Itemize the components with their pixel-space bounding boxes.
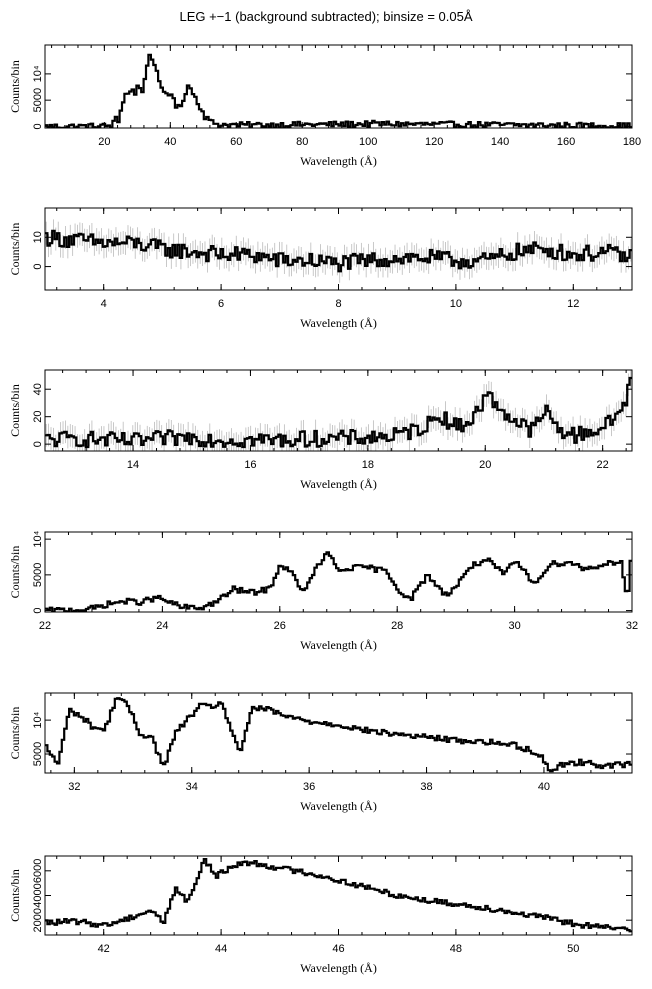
y-axis-label: Counts/bin <box>8 384 22 437</box>
x-tick-label: 18 <box>362 459 374 471</box>
x-axis-label: Wavelength (Å) <box>300 154 377 168</box>
y-tick-label: 5000 <box>32 742 44 766</box>
y-tick-label: 5000 <box>32 563 44 587</box>
x-tick-label: 20 <box>98 136 110 148</box>
x-tick-label: 34 <box>186 781 198 793</box>
y-tick-label: 0 <box>32 608 44 614</box>
y-axis-label: Counts/bin <box>8 223 22 276</box>
y-tick-label: 10⁴ <box>32 711 44 728</box>
x-tick-label: 30 <box>508 620 520 632</box>
x-tick-label: 46 <box>332 943 344 955</box>
chart-panel-3: 14 16 18 20 22 0 20 40 Wavelength (Å) Counts/bin <box>8 369 633 491</box>
spectrum-series-line <box>45 376 632 449</box>
x-tick-label: 160 <box>557 136 575 148</box>
spectrum-series-line <box>45 551 632 612</box>
x-tick-label: 22 <box>39 620 51 632</box>
y-tick-label: 5000 <box>32 88 44 112</box>
y-axis-label: Counts/bin <box>8 869 22 922</box>
x-tick-label: 8 <box>335 298 341 310</box>
y-tick-label: 4000 <box>32 883 44 907</box>
x-tick-label: 20 <box>479 459 491 471</box>
spectrum-series-line <box>45 858 632 933</box>
x-tick-label: 140 <box>491 136 509 148</box>
chart-panel-4: 22 24 26 28 30 32 0 5000 10⁴ Wavelength (Å) Counts… <box>8 530 638 652</box>
x-tick-label: 22 <box>597 459 609 471</box>
plot-frame <box>44 44 633 129</box>
x-tick-label: 32 <box>626 620 638 632</box>
x-tick-label: 26 <box>274 620 286 632</box>
chart-panel-5: 32 34 36 38 40 5000 10⁴ Wavelength (Å) Counts/bi… <box>8 692 633 813</box>
x-tick-label: 40 <box>538 781 550 793</box>
y-tick-label: 20 <box>32 411 44 423</box>
x-axis-label: Wavelength (Å) <box>300 316 377 330</box>
spectrum-series-line <box>45 697 632 773</box>
x-tick-label: 10 <box>450 298 462 310</box>
plot-frame <box>44 692 633 774</box>
y-axis-label: Counts/bin <box>8 60 22 113</box>
x-tick-label: 38 <box>420 781 432 793</box>
x-tick-label: 4 <box>101 298 107 310</box>
x-tick-label: 6 <box>218 298 224 310</box>
x-tick-label: 42 <box>98 943 110 955</box>
x-axis-label: Wavelength (Å) <box>300 961 377 975</box>
y-tick-label: 2000 <box>32 908 44 932</box>
y-tick-label: 10 <box>32 231 44 243</box>
x-tick-label: 32 <box>68 781 80 793</box>
y-axis-label: Counts/bin <box>8 707 22 760</box>
x-tick-label: 12 <box>567 298 579 310</box>
spectrum-series-line <box>45 229 632 273</box>
y-tick-label: 0 <box>32 123 44 129</box>
x-tick-label: 36 <box>303 781 315 793</box>
spectrum-series-line <box>45 53 632 128</box>
x-axis-label: Wavelength (Å) <box>300 477 377 491</box>
x-tick-label: 24 <box>156 620 168 632</box>
plot-frame <box>44 531 633 613</box>
x-axis-label: Wavelength (Å) <box>300 799 377 813</box>
y-tick-label: 0 <box>32 441 44 447</box>
x-axis-label: Wavelength (Å) <box>300 638 377 652</box>
x-tick-label: 100 <box>359 136 377 148</box>
x-tick-label: 120 <box>425 136 443 148</box>
chart-panel-1: 20 40 60 80 100 120 140 160 180 0 5000 10⁴ Wavelengt… <box>8 44 641 168</box>
x-tick-label: 60 <box>230 136 242 148</box>
x-tick-label: 48 <box>450 943 462 955</box>
x-tick-label: 16 <box>244 459 256 471</box>
x-tick-label: 50 <box>567 943 579 955</box>
y-tick-label: 0 <box>32 264 44 270</box>
x-tick-label: 28 <box>391 620 403 632</box>
y-tick-label: 40 <box>32 383 44 395</box>
x-tick-label: 44 <box>215 943 227 955</box>
page-title: LEG +−1 (background subtracted); binsize… <box>179 9 473 24</box>
x-tick-label: 80 <box>296 136 308 148</box>
plot-frame <box>44 369 633 452</box>
chart-panel-2: 4 6 8 10 12 0 10 Wavelength (Å) Counts/bin <box>8 207 633 330</box>
y-tick-label: 10⁴ <box>32 65 44 82</box>
plot-frame <box>44 855 633 936</box>
y-axis-label: Counts/bin <box>8 546 22 599</box>
x-tick-label: 180 <box>623 136 641 148</box>
x-tick-label: 40 <box>164 136 176 148</box>
x-tick-label: 14 <box>127 459 139 471</box>
y-tick-label: 10⁴ <box>32 530 44 547</box>
y-tick-label: 6000 <box>32 859 44 883</box>
